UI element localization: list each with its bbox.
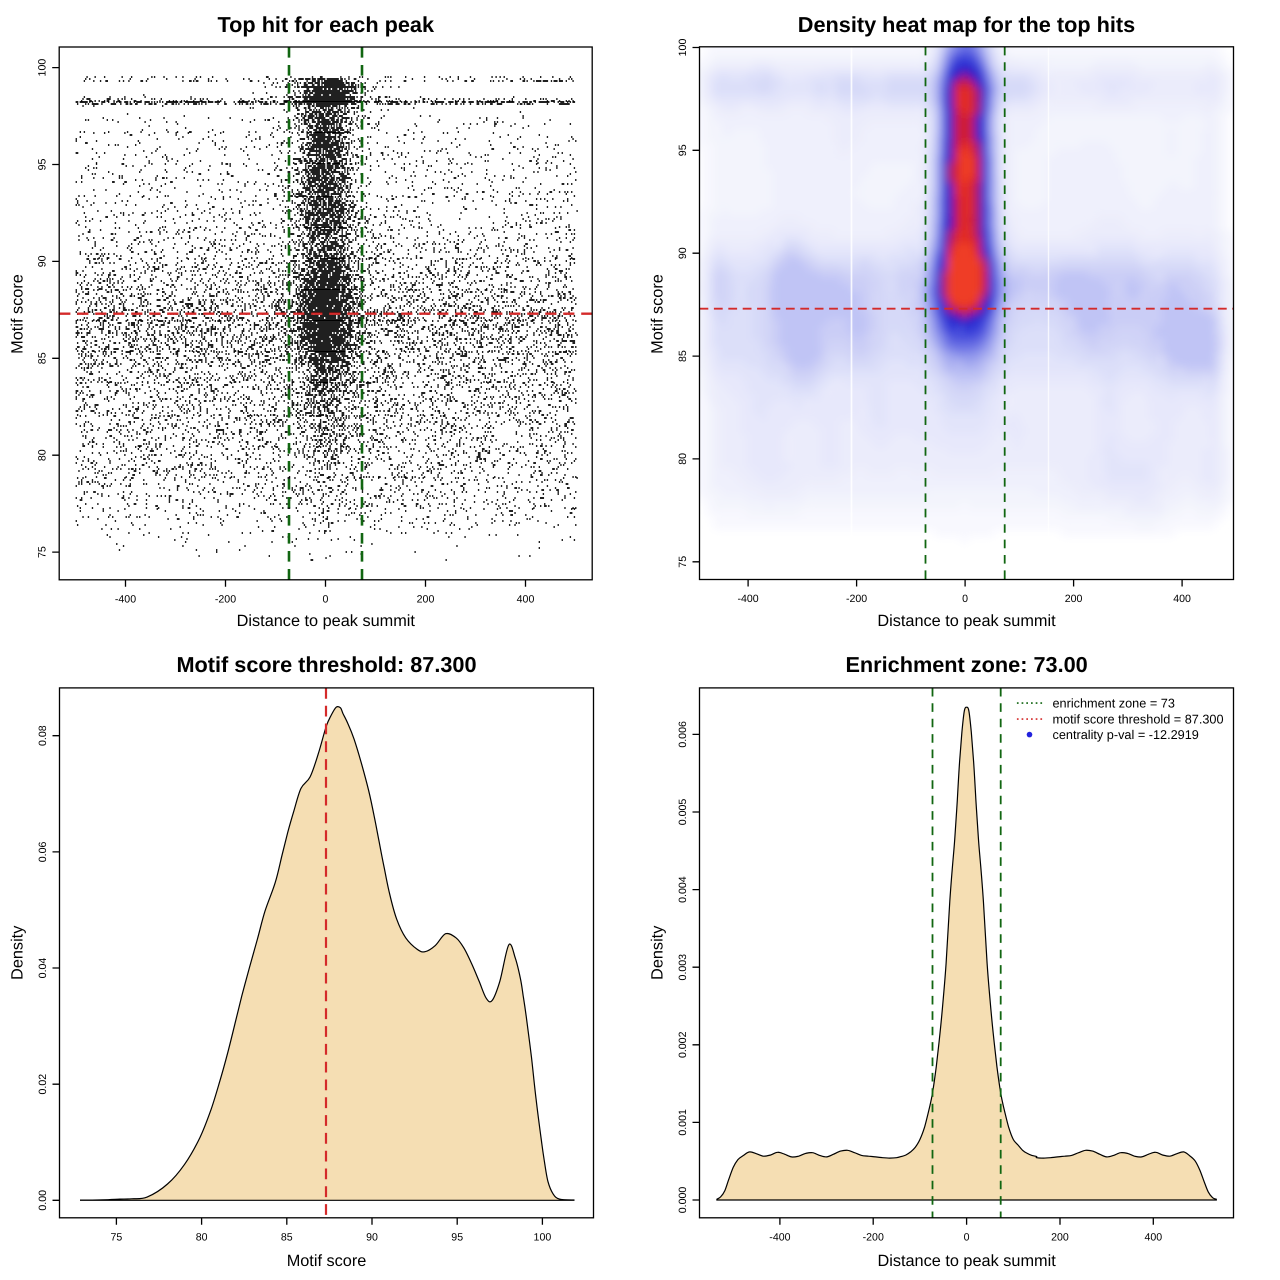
svg-text:80: 80: [196, 1231, 208, 1243]
svg-text:0.000: 0.000: [677, 1187, 689, 1214]
svg-text:90: 90: [677, 247, 689, 259]
svg-text:0.006: 0.006: [677, 721, 689, 748]
svg-text:95: 95: [37, 159, 49, 171]
svg-text:0.004: 0.004: [677, 876, 689, 903]
svg-text:0.04: 0.04: [37, 958, 49, 979]
svg-text:200: 200: [1051, 1232, 1069, 1244]
svg-text:0.003: 0.003: [677, 954, 689, 981]
svg-text:0.001: 0.001: [677, 1109, 689, 1136]
svg-text:Motif score threshold: 87.300: Motif score threshold: 87.300: [176, 652, 476, 677]
svg-text:75: 75: [111, 1231, 123, 1243]
svg-text:Top hit for each peak: Top hit for each peak: [218, 12, 435, 37]
svg-text:Distance to peak summit: Distance to peak summit: [237, 612, 416, 630]
svg-text:Distance to peak summit: Distance to peak summit: [877, 1252, 1056, 1270]
svg-text:75: 75: [677, 556, 689, 568]
svg-text:95: 95: [451, 1231, 463, 1243]
svg-text:0.08: 0.08: [37, 725, 49, 746]
svg-text:85: 85: [37, 352, 49, 364]
svg-text:Enrichment zone: 73.00: Enrichment zone: 73.00: [845, 652, 1087, 677]
svg-text:-400: -400: [769, 1232, 790, 1244]
svg-text:200: 200: [417, 593, 435, 605]
svg-text:-200: -200: [215, 593, 236, 605]
svg-text:0.005: 0.005: [677, 799, 689, 826]
svg-text:Density: Density: [9, 925, 27, 980]
svg-text:-200: -200: [846, 593, 867, 605]
svg-text:Density heat map for the top h: Density heat map for the top hits: [798, 12, 1135, 37]
svg-text:0.00: 0.00: [37, 1190, 49, 1211]
svg-text:Motif score: Motif score: [287, 1252, 367, 1270]
svg-text:100: 100: [534, 1231, 552, 1243]
svg-text:Density: Density: [649, 925, 667, 980]
svg-text:95: 95: [677, 144, 689, 156]
svg-text:0: 0: [962, 593, 968, 605]
svg-text:100: 100: [37, 59, 49, 77]
svg-text:80: 80: [677, 453, 689, 465]
svg-text:-200: -200: [863, 1232, 884, 1244]
svg-text:0.002: 0.002: [677, 1031, 689, 1058]
svg-text:400: 400: [517, 593, 535, 605]
svg-text:-400: -400: [737, 593, 758, 605]
svg-text:85: 85: [677, 350, 689, 362]
svg-text:motif score threshold = 87.300: motif score threshold = 87.300: [1053, 713, 1224, 727]
svg-text:0.02: 0.02: [37, 1074, 49, 1095]
svg-text:centrality p-val = -12.2919: centrality p-val = -12.2919: [1053, 728, 1199, 742]
svg-text:Distance to peak summit: Distance to peak summit: [877, 612, 1056, 630]
svg-text:200: 200: [1065, 593, 1083, 605]
svg-text:Motif score: Motif score: [9, 274, 27, 354]
svg-text:85: 85: [281, 1231, 293, 1243]
svg-text:400: 400: [1144, 1232, 1162, 1244]
svg-text:0.06: 0.06: [37, 841, 49, 862]
svg-text:80: 80: [37, 449, 49, 461]
svg-text:enrichment zone = 73: enrichment zone = 73: [1053, 697, 1175, 711]
svg-text:100: 100: [677, 39, 689, 57]
svg-text:0: 0: [964, 1232, 970, 1244]
svg-text:-400: -400: [115, 593, 136, 605]
svg-text:90: 90: [366, 1231, 378, 1243]
svg-text:90: 90: [37, 255, 49, 267]
svg-text:Motif score: Motif score: [649, 274, 667, 354]
svg-text:75: 75: [37, 546, 49, 558]
svg-text:400: 400: [1173, 593, 1191, 605]
svg-text:0: 0: [323, 593, 329, 605]
